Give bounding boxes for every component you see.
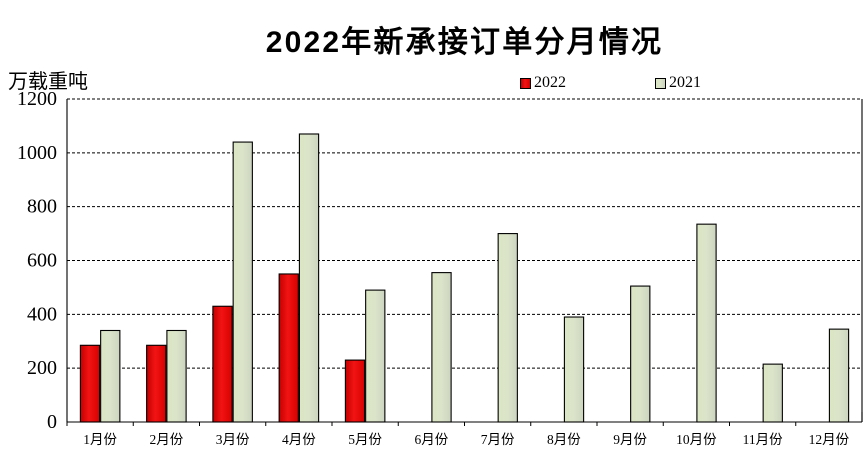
svg-text:2月份: 2月份	[150, 432, 184, 447]
svg-text:0: 0	[47, 411, 57, 433]
svg-text:600: 600	[27, 250, 57, 272]
svg-text:1月份: 1月份	[83, 432, 117, 447]
svg-text:400: 400	[27, 303, 57, 325]
svg-text:200: 200	[27, 357, 57, 379]
svg-text:3月份: 3月份	[216, 432, 250, 447]
svg-text:8月份: 8月份	[547, 432, 581, 447]
svg-text:800: 800	[27, 196, 57, 218]
svg-text:11月份: 11月份	[743, 432, 783, 447]
svg-text:7月份: 7月份	[481, 432, 515, 447]
svg-text:5月份: 5月份	[348, 432, 382, 447]
svg-text:6月份: 6月份	[415, 432, 449, 447]
svg-text:9月份: 9月份	[613, 432, 647, 447]
svg-text:1000: 1000	[17, 142, 57, 164]
svg-text:10月份: 10月份	[676, 432, 717, 447]
svg-text:4月份: 4月份	[282, 432, 316, 447]
svg-text:12月份: 12月份	[809, 432, 850, 447]
svg-text:1200: 1200	[17, 88, 57, 110]
